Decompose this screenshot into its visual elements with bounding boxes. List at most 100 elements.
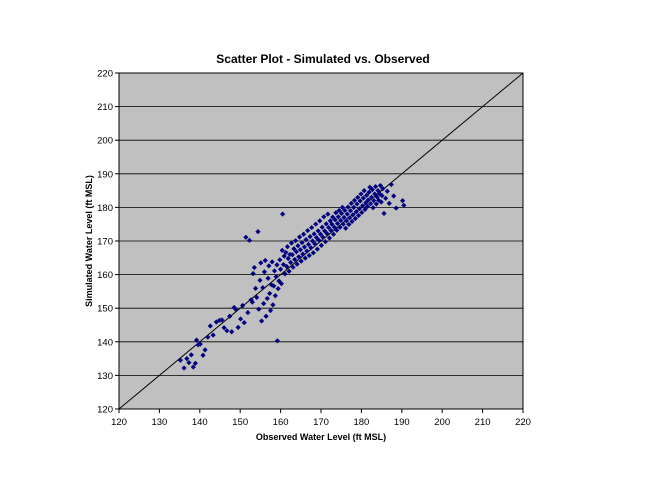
data-point	[298, 258, 304, 264]
data-point	[285, 255, 291, 262]
data-point	[240, 302, 246, 309]
data-point	[317, 218, 323, 224]
data-point	[284, 263, 290, 270]
data-point	[195, 342, 201, 348]
data-point	[288, 259, 294, 266]
data-point	[286, 268, 292, 274]
data-point	[386, 200, 392, 206]
data-point	[371, 198, 377, 204]
data-point	[315, 228, 321, 234]
data-point	[347, 208, 354, 214]
data-point	[383, 195, 389, 201]
data-point	[265, 275, 271, 281]
data-point	[360, 195, 367, 201]
data-point	[370, 205, 376, 211]
data-point	[305, 241, 312, 247]
data-point	[296, 254, 302, 260]
data-point	[324, 231, 330, 237]
data-point	[272, 293, 278, 299]
data-point	[331, 224, 337, 230]
data-point	[378, 199, 384, 205]
y-axis-title: Simulated Water Level (ft MSL)	[84, 175, 94, 307]
data-point	[235, 324, 241, 330]
data-point	[302, 255, 308, 261]
data-point	[177, 357, 184, 363]
x-tick-label: 160	[273, 417, 289, 428]
data-point	[356, 206, 362, 212]
y-tick-label: 180	[97, 203, 113, 214]
data-point	[289, 252, 295, 258]
data-point	[368, 201, 374, 207]
data-point	[348, 200, 354, 206]
data-point	[339, 210, 345, 217]
data-point	[357, 198, 363, 204]
data-point	[326, 224, 332, 231]
data-point	[391, 193, 397, 199]
data-point	[270, 302, 276, 308]
data-point	[367, 184, 373, 190]
data-point	[321, 214, 327, 220]
data-point	[297, 247, 303, 253]
data-point	[342, 207, 348, 214]
data-point	[372, 191, 378, 197]
data-point	[246, 237, 253, 243]
y-tick-label: 120	[97, 405, 113, 416]
data-point	[301, 231, 307, 237]
data-point	[311, 231, 317, 237]
data-point	[347, 215, 353, 221]
x-tick-label: 150	[232, 417, 248, 428]
data-point	[358, 191, 364, 197]
data-point	[345, 204, 351, 210]
x-axis-ticks: 120 130 140 150 160 170 180 190 200 210 220	[111, 409, 531, 428]
x-tick-label: 140	[192, 417, 208, 428]
data-point	[380, 185, 386, 192]
data-point	[313, 221, 319, 227]
data-point	[334, 220, 341, 227]
data-point	[292, 256, 298, 263]
data-point	[307, 234, 313, 240]
x-tick-label: 200	[434, 417, 450, 428]
y-tick-label: 140	[97, 337, 113, 348]
data-point	[275, 286, 281, 292]
data-point	[200, 352, 206, 358]
data-point	[355, 212, 362, 219]
data-point	[221, 325, 227, 331]
data-point	[375, 188, 381, 194]
data-point	[312, 241, 318, 247]
data-point	[184, 356, 190, 362]
data-point	[343, 218, 350, 224]
y-tick-label: 160	[97, 270, 113, 281]
data-point	[349, 218, 355, 225]
data-point	[210, 332, 216, 338]
data-point	[309, 238, 316, 244]
data-point	[305, 227, 311, 234]
data-point	[278, 281, 285, 287]
data-point	[337, 224, 343, 230]
data-point	[258, 260, 264, 266]
data-point	[277, 257, 283, 263]
data-point	[346, 221, 352, 228]
data-point	[372, 183, 379, 190]
data-point	[245, 309, 251, 316]
x-tick-label: 170	[313, 417, 329, 428]
data-point	[368, 194, 375, 200]
data-point	[335, 214, 341, 220]
data-point	[320, 234, 326, 240]
data-point	[381, 210, 387, 217]
data-point	[309, 224, 315, 231]
data-point	[350, 212, 356, 218]
data-point	[279, 247, 285, 254]
data-point	[280, 261, 287, 268]
data-point	[296, 234, 303, 240]
data-point	[300, 251, 306, 257]
data-point	[257, 277, 263, 283]
data-point	[283, 249, 289, 256]
data-point	[306, 252, 312, 259]
data-point	[262, 257, 268, 264]
data-point	[362, 206, 368, 213]
data-point	[280, 211, 286, 217]
y-tick-label: 220	[97, 69, 113, 80]
data-point	[339, 204, 346, 210]
data-point	[288, 240, 295, 246]
